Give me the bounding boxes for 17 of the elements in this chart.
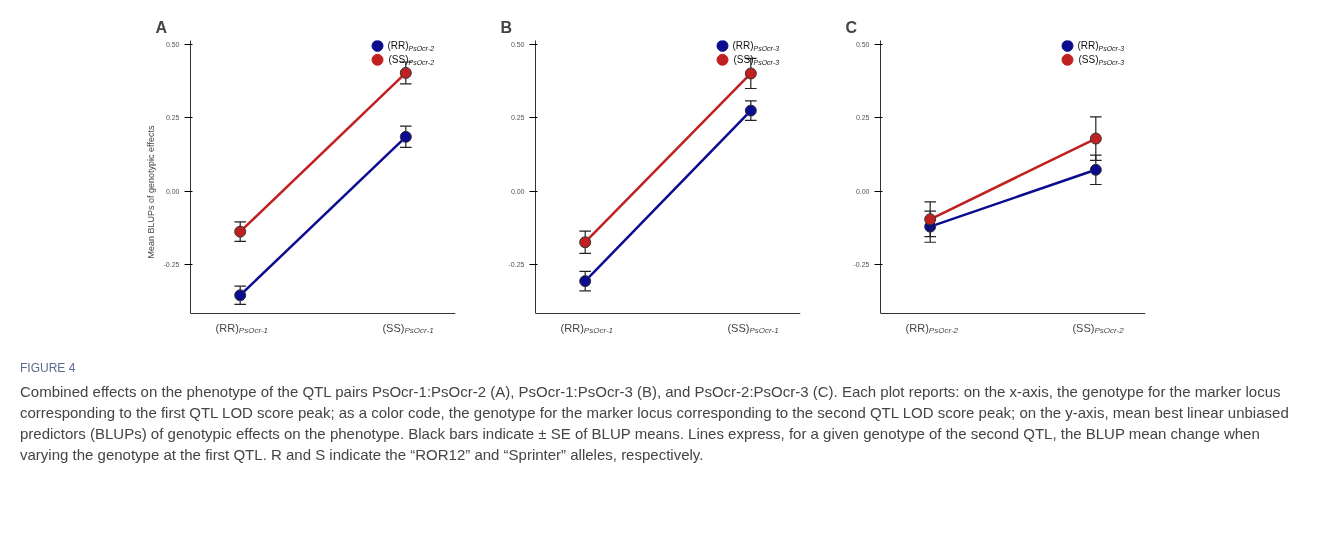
point xyxy=(744,104,757,117)
text: Combined effects on the phenotype of the QTL pairs PsOcr-1:PsOcr-2 (A), PsOcr-1:PsOcr-3 (B), and PsOcr-2:PsOcr-3 (C). Each plot reports: on the x-axis, the genotype for the marker locus corresponding to the first QTL LOD score peak; as a color code, the genotype for the marker locus corresponding to the second QTL LOD score peak; on the y-axis, mean best linear unbiased predictors (BLUPs) of genotypic effects on the phenotype. Black bars indicate ± SE of BLUP means. Lines express, for a given genotype of the second QTL, the BLUP mean change when varying the genotype at the first QTL. R and S indicate the “ROR12” and “Sprinter” alleles, respectively. xyxy=(20,382,1290,466)
point xyxy=(579,236,592,249)
caption: FIGURE 4 xyxy=(20,360,77,377)
point xyxy=(579,275,592,288)
chart-title: C xyxy=(845,18,858,36)
chart-title: A xyxy=(155,18,168,36)
chart-title: B xyxy=(500,18,513,36)
point xyxy=(924,213,937,226)
point xyxy=(234,225,247,238)
point xyxy=(1089,132,1102,145)
point xyxy=(234,289,247,302)
point xyxy=(1089,163,1102,176)
y-axis-title: Mean BLUPs of genotypic effects xyxy=(145,125,156,259)
point xyxy=(744,67,757,80)
point xyxy=(399,66,412,79)
point xyxy=(399,130,412,143)
